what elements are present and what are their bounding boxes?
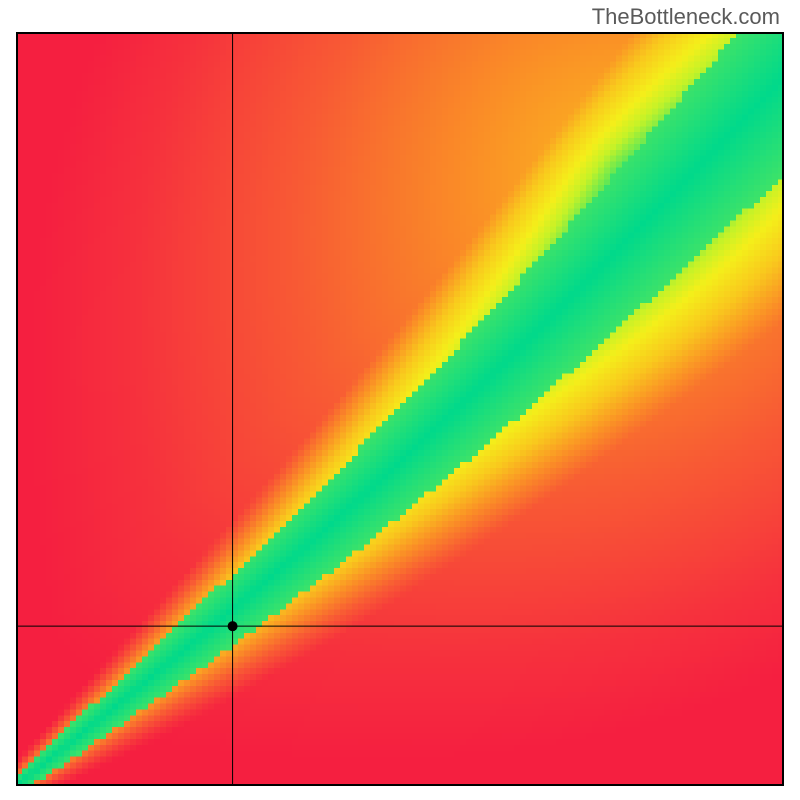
- heatmap-canvas: [16, 32, 784, 786]
- heatmap-chart: [16, 32, 784, 786]
- watermark-text: TheBottleneck.com: [592, 4, 780, 30]
